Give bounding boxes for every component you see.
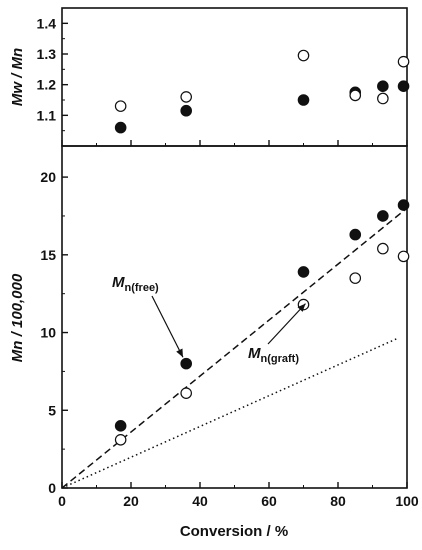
mw-mn-y-axis-title-text: Mw / Mn [9, 48, 26, 106]
open-point [114, 100, 127, 112]
open-point [114, 434, 127, 446]
label-mn-free-arrow-shaft [151, 295, 184, 358]
mn-ticks: 0 5 10 15 20 0 20 40 60 80 100 [40, 169, 418, 509]
label-mn-graft-arrow-head [297, 303, 306, 312]
filled-point [180, 357, 192, 370]
dotted-trend-line [61, 338, 397, 489]
label-mn-graft-arrow-shaft [267, 303, 306, 345]
filled-point [397, 80, 410, 92]
label-mn-free-arrow-head [176, 348, 183, 358]
open-point [397, 250, 410, 263]
mn-x-tick-label: 60 [261, 493, 277, 509]
label-mn-free-subscript: n(free) [125, 282, 160, 294]
label-mn-graft-main: M [248, 345, 261, 362]
mw-mn-markers [114, 49, 410, 134]
mw-mn-y-tick-label: 1.2 [37, 77, 57, 93]
filled-point [397, 199, 410, 211]
label-mn-graft: Mn(graft) [248, 345, 299, 365]
filled-point [377, 210, 389, 222]
open-point [397, 55, 410, 68]
open-point [377, 92, 389, 105]
mw-mn-ticks: 1.1 1.2 1.3 1.4 [37, 15, 408, 146]
dashed-trend-line [61, 207, 408, 489]
mw-mn-plot-frame [61, 7, 408, 147]
filled-point [114, 420, 127, 432]
label-mn-graft-subscript: n(graft) [261, 353, 300, 365]
filled-point [377, 80, 389, 92]
filled-point [349, 228, 362, 241]
mn-y-tick-label: 20 [40, 169, 56, 185]
mw-mn-y-tick-label: 1.3 [37, 46, 57, 62]
mn-x-tick-label: 0 [58, 493, 66, 509]
x-axis-title: Conversion / % [180, 523, 288, 540]
mn-x-tick-label: 80 [330, 493, 346, 509]
filled-point [114, 121, 127, 134]
mn-markers [114, 199, 410, 446]
open-point [297, 49, 310, 62]
mn-x-tick-label: 20 [123, 493, 139, 509]
mn-plot-frame [61, 145, 408, 489]
mn-lines [61, 207, 408, 489]
open-point [377, 242, 389, 255]
label-mn-free-main: M [112, 274, 125, 291]
open-point [180, 387, 192, 399]
open-point [349, 89, 362, 102]
open-point [180, 91, 192, 103]
mn-y-tick-label: 10 [40, 325, 56, 341]
mn-y-axis-title: Mn / 100,000 [9, 273, 26, 362]
filled-point [297, 266, 310, 278]
mw-mn-y-axis-title: Mw / Mn [9, 48, 26, 106]
label-mn-free: Mn(free) [112, 274, 159, 294]
mn-x-tick-label: 100 [395, 493, 419, 509]
mw-mn-y-tick-label: 1.1 [37, 107, 57, 123]
mn-x-tick-label: 40 [192, 493, 208, 509]
mn-y-tick-label: 0 [48, 480, 56, 496]
mn-annotations: Mn(free)Mn(graft) [112, 274, 306, 365]
mn-y-tick-label: 15 [40, 247, 56, 263]
filled-point [297, 94, 310, 106]
open-point [349, 272, 362, 284]
mw-mn-panel: 1.1 1.2 1.3 1.4 Mw / Mn [9, 7, 410, 147]
filled-point [180, 104, 192, 117]
mw-mn-y-tick-label: 1.4 [37, 15, 57, 31]
mn-y-tick-label: 5 [48, 402, 56, 418]
mn-y-axis-title-text: Mn / 100,000 [9, 273, 26, 362]
